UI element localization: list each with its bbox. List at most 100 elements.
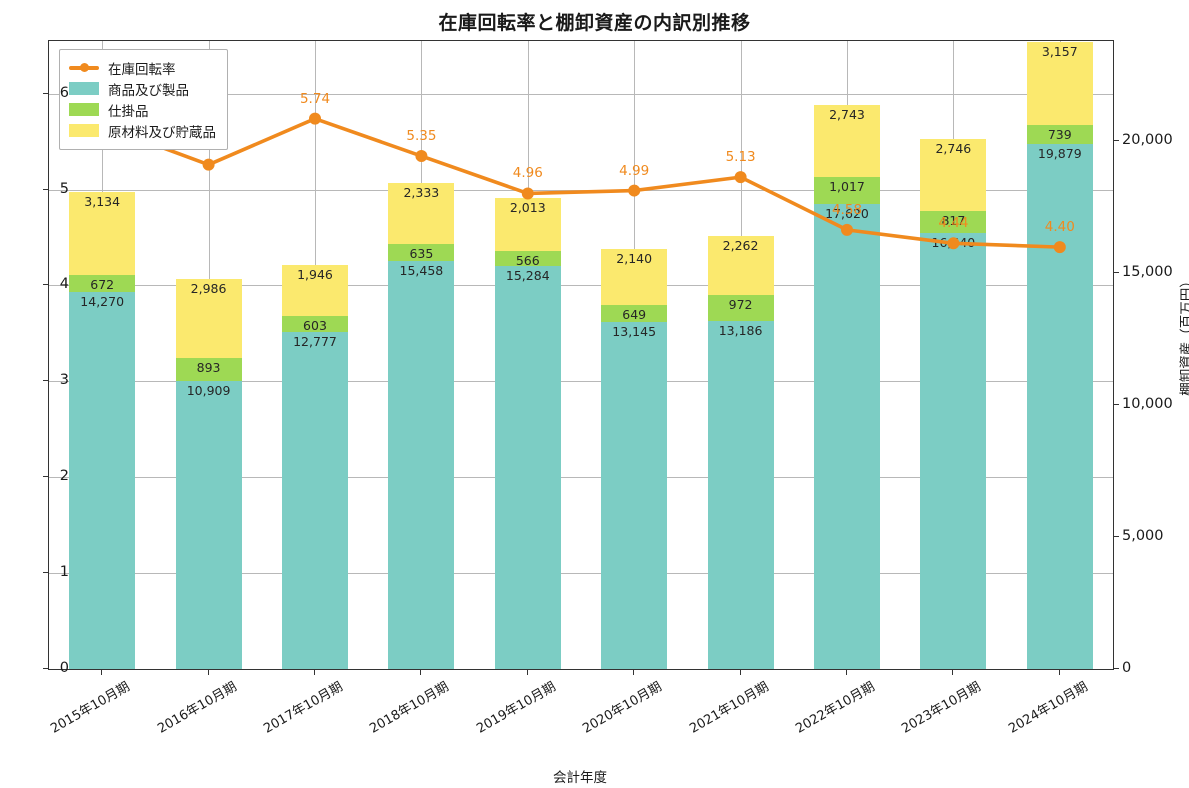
bar-segment-wip[interactable]: 893 [175,357,242,382]
legend-item-label: 在庫回転率 [108,61,176,78]
bar-segment-product[interactable]: 15,458 [388,261,455,669]
y-axis-right-tick: 15,000 [1122,264,1173,281]
bar-stack[interactable]: 16,540 817 2,746 [920,41,987,669]
y-axis-right-tick: 5,000 [1122,528,1164,545]
bar-segment-value: 12,777 [293,333,337,349]
grid-line-horizontal [49,573,1113,575]
x-axis-tickmark [633,670,635,675]
bar-segment-value: 1,017 [829,179,865,195]
bar-segment-wip[interactable]: 739 [1026,124,1093,145]
bar-segment-product[interactable]: 17,620 [814,204,880,669]
y-axis-right-tick: 20,000 [1122,132,1173,149]
line-point-value: 4.44 [938,215,969,232]
chart-legend[interactable]: 在庫回転率 商品及び製品 仕掛品原材料及び貯蔵品 [59,49,228,150]
x-axis-tick-label: 2015年10月期 [48,679,133,737]
x-axis-tickmark [1058,670,1060,675]
bar-stack[interactable]: 14,270 672 3,134 [69,41,136,669]
x-axis-tickmark [207,670,209,675]
bar-segment-value: 2,986 [190,280,227,296]
legend-item[interactable]: 原材料及び貯蔵品 [69,120,216,141]
page-title: 在庫回転率と棚卸資産の内訳別推移 [438,12,751,34]
bar-segment-material[interactable]: 2,140 [601,248,668,306]
bar-segment-wip[interactable]: 972 [707,295,774,322]
legend-item[interactable]: 商品及び製品 [69,78,216,99]
bar-segment-value: 603 [303,317,327,333]
bar-segment-value: 1,946 [297,266,333,282]
x-axis-tickmark [739,670,741,675]
y-axis-left-tick: 5 [59,180,69,197]
bar-segment-value: 739 [1047,126,1072,142]
bar-segment-product[interactable]: 14,270 [69,292,136,669]
y-axis-left-tick: 2 [59,468,69,485]
y-axis-left-tickmark [43,380,48,382]
line-point-value: 5.74 [299,90,331,107]
bar-segment-value: 2,746 [935,140,972,156]
x-axis-tickmark [846,670,847,675]
y-axis-right-tick: 0 [1122,660,1132,676]
bar-stack[interactable]: 13,186 972 2,262 [707,41,774,669]
bar-segment-material[interactable]: 2,743 [814,104,880,178]
bar-segment-wip[interactable]: 672 [69,274,136,293]
bar-segment-wip[interactable]: 603 [282,315,348,333]
bar-segment-material[interactable]: 2,746 [920,138,987,212]
x-axis-tick-label: 2016年10月期 [154,679,240,737]
x-axis-tick-label: 2020年10月期 [580,679,665,737]
legend-swatch-icon [69,103,99,116]
y-axis-right-tickmark [1114,668,1119,669]
bar-segment-value: 635 [409,246,434,262]
bar-segment-material[interactable]: 3,134 [69,192,136,275]
bar-segment-value: 16,540 [931,234,976,250]
legend-line-icon [69,61,99,74]
bar-segment-wip[interactable]: 635 [388,244,455,262]
bar-segment-material[interactable]: 2,986 [175,278,242,358]
line-point-value: 4.96 [512,165,543,182]
bar-stack[interactable]: 17,620 1,017 2,743 [814,41,880,669]
plot-area: 14,270 672 3,134 10,909 893 2,986 12,777 603 1,9… [48,40,1114,670]
x-axis-tick-label: 2019年10月期 [474,679,559,737]
legend-item[interactable]: 仕掛品 [69,99,216,120]
bar-stack[interactable]: 10,909 893 2,986 [175,41,242,669]
legend-item-label: 原材料及び貯蔵品 [108,124,216,141]
y-axis-left-tick: 6 [59,84,69,101]
y-axis-right-label: 棚卸資産（百万円） [1179,274,1189,396]
bar-segment-value: 15,458 [399,263,444,279]
bar-segment-product[interactable]: 13,186 [707,321,774,669]
bar-segment-value: 15,284 [505,267,550,283]
bar-segment-value: 2,013 [509,199,546,215]
legend-swatch-icon [69,124,99,137]
bar-segment-product[interactable]: 10,909 [175,381,242,669]
bar-segment-wip[interactable]: 649 [601,305,668,323]
bar-segment-value: 13,186 [718,323,763,339]
y-axis-left-tickmark [43,668,48,669]
legend-item[interactable]: 在庫回転率 [69,57,216,78]
bar-segment-product[interactable]: 16,540 [920,232,987,669]
bar-segment-product[interactable]: 13,145 [601,322,668,669]
grid-line-horizontal [49,477,1113,479]
y-axis-right-tickmark [1114,536,1119,538]
line-point-value: 4.99 [619,162,650,179]
y-axis-left-tick: 4 [59,276,69,293]
bar-segment-material[interactable]: 1,946 [282,264,348,316]
bar-segment-value: 13,145 [612,324,657,340]
x-axis-tick-label: 2021年10月期 [686,679,772,737]
x-axis-tickmark [526,670,528,675]
bar-stack[interactable]: 15,458 635 2,333 [388,41,455,669]
bar-stack[interactable]: 12,777 603 1,946 [282,41,348,669]
y-axis-left-tickmark [43,92,48,94]
bar-segment-product[interactable]: 15,284 [494,265,561,669]
x-axis-tickmark [101,670,103,675]
bar-segment-value: 672 [90,276,115,292]
bar-stack[interactable]: 13,145 649 2,140 [601,41,668,669]
bar-segment-product[interactable]: 12,777 [282,331,348,669]
bar-segment-wip[interactable]: 1,017 [814,177,880,205]
bar-segment-material[interactable]: 3,157 [1026,41,1093,125]
bar-segment-material[interactable]: 2,333 [388,182,455,245]
bar-stack[interactable]: 15,284 566 2,013 [494,41,561,669]
bar-stack[interactable]: 19,879 739 3,157 [1026,41,1093,669]
bar-segment-material[interactable]: 2,013 [494,197,561,251]
bar-segment-value: 2,262 [722,237,759,253]
bar-segment-material[interactable]: 2,262 [707,235,774,296]
bar-segment-value: 19,879 [1037,146,1082,162]
bar-segment-wip[interactable]: 566 [494,250,561,268]
grid-line-horizontal [49,285,1113,287]
